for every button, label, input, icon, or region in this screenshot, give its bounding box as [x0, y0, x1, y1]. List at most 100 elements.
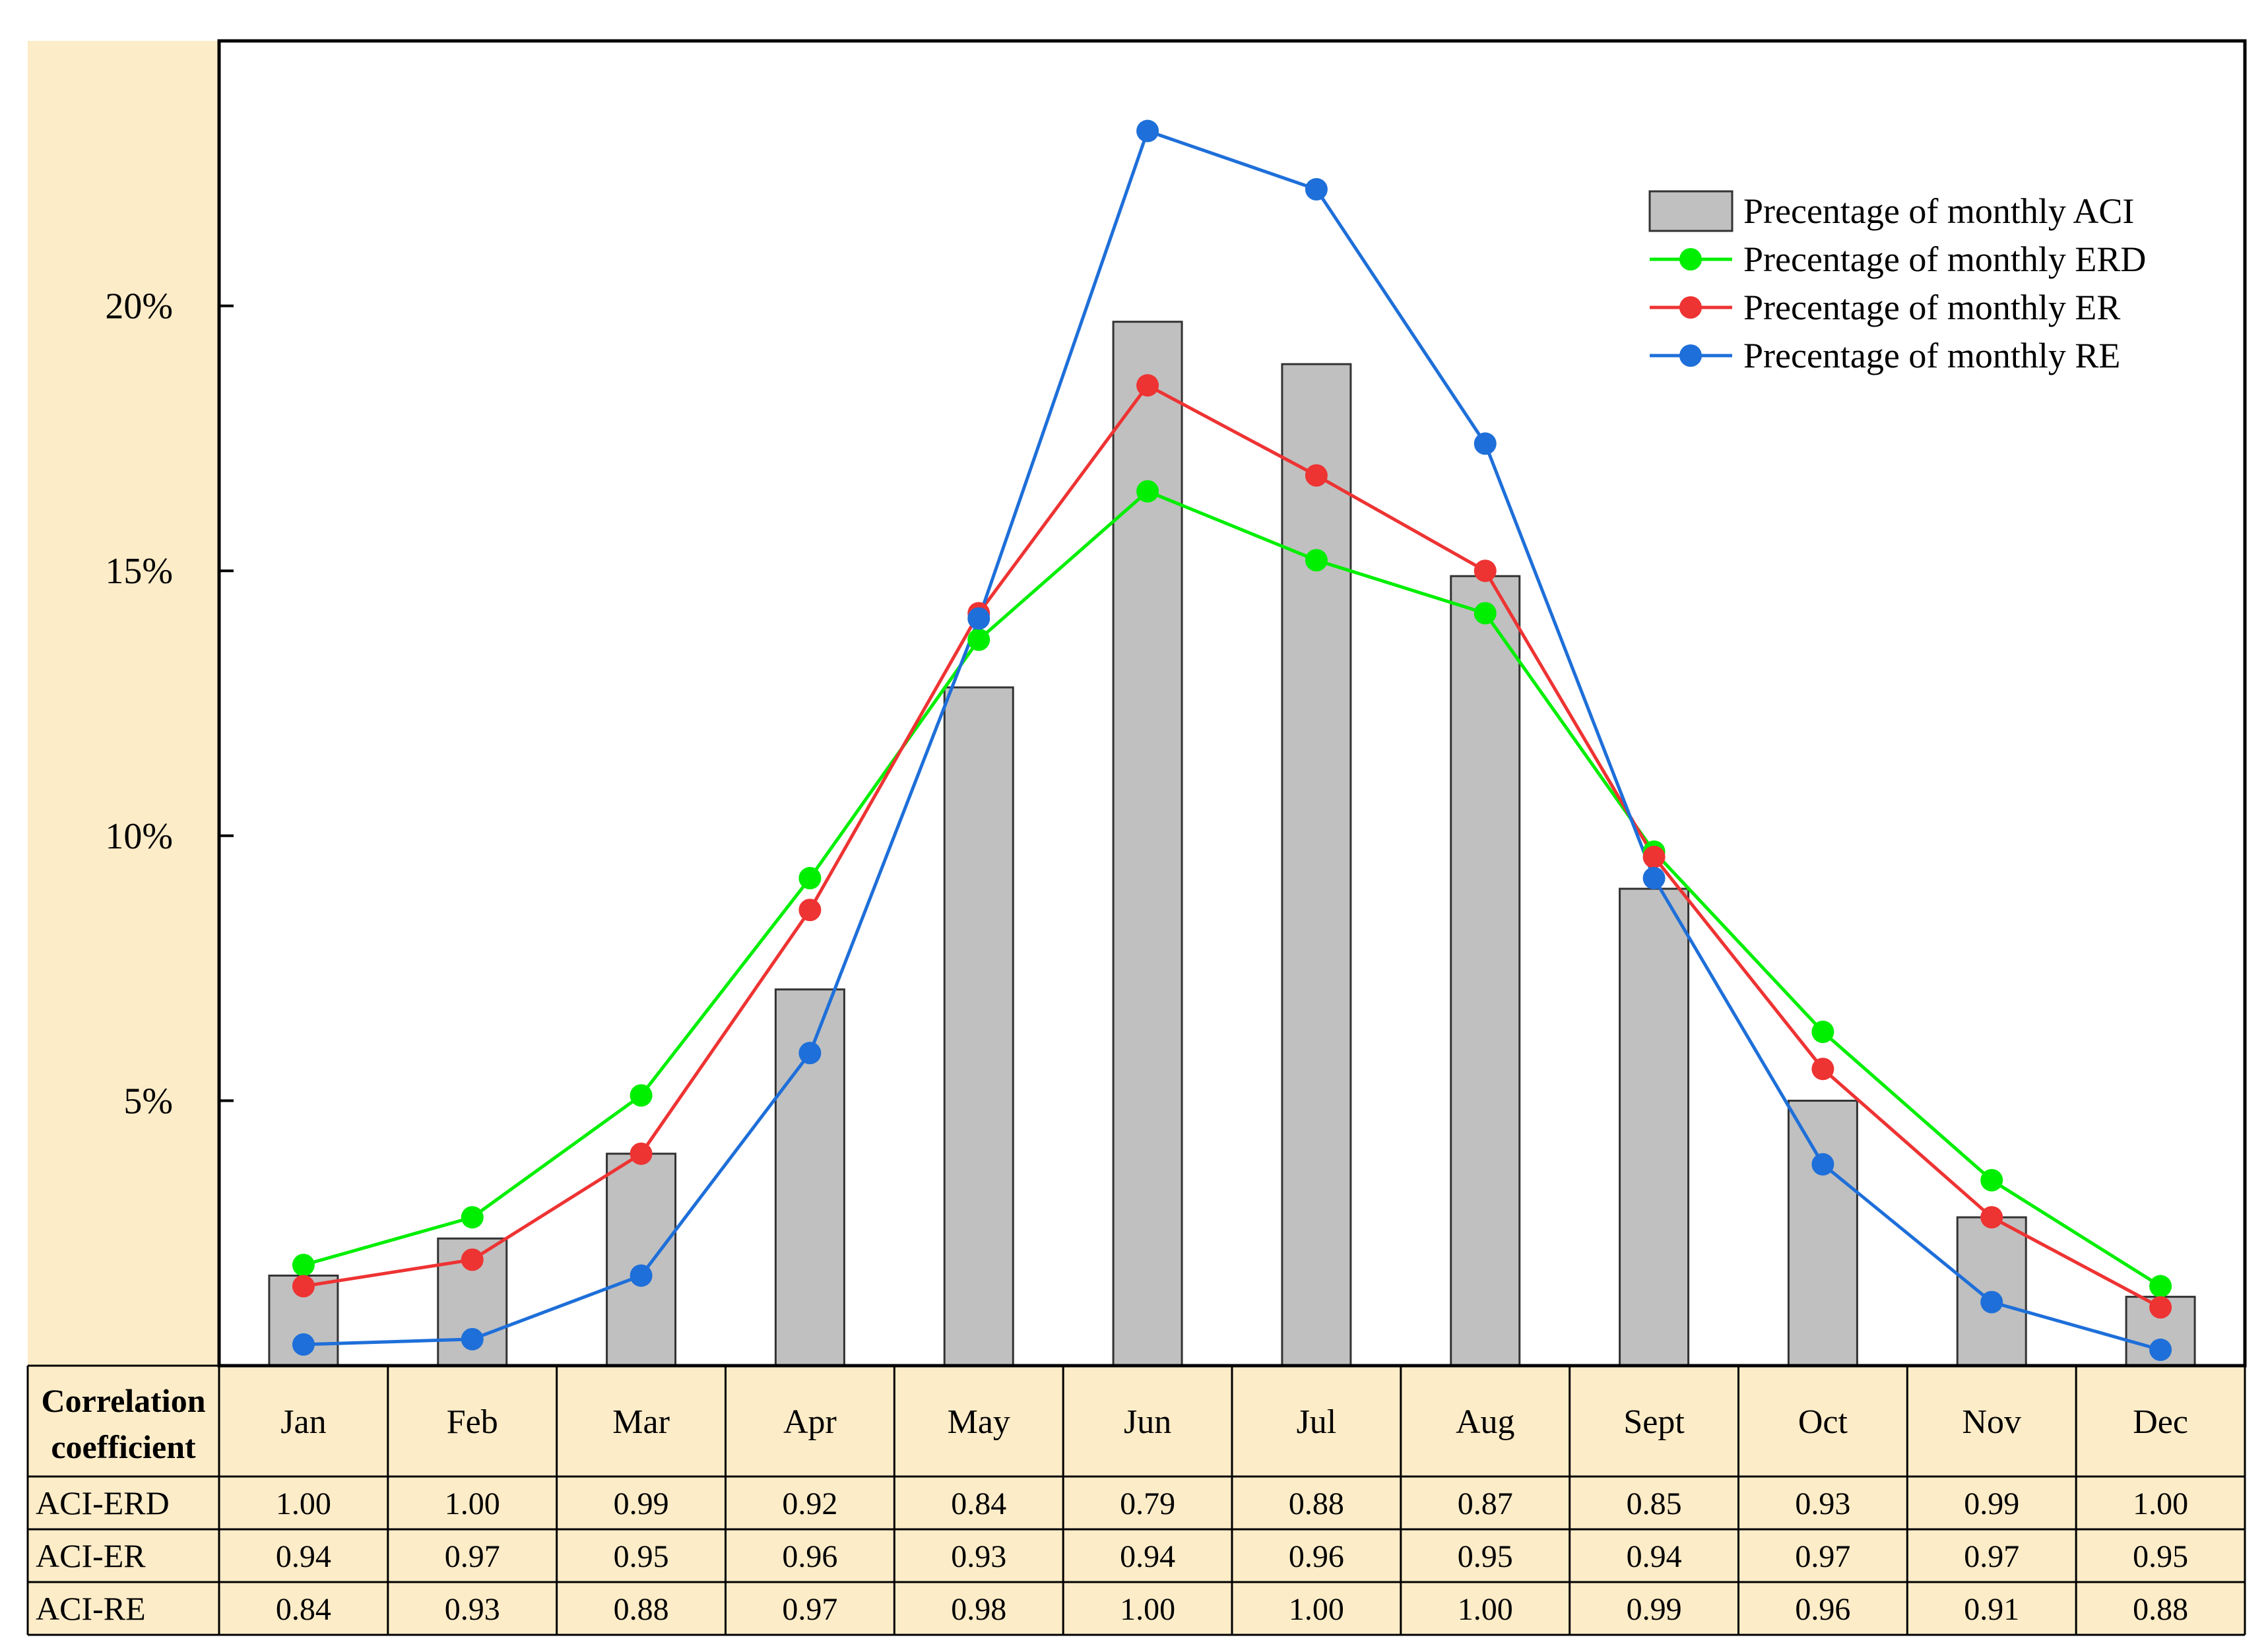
point-er-jul — [1305, 464, 1328, 487]
table-cell: 0.94 — [276, 1539, 331, 1574]
point-erd-jun — [1136, 480, 1159, 503]
table-cell: 0.94 — [1120, 1539, 1175, 1574]
line-re — [303, 129, 2161, 1352]
x-tick-label: May — [948, 1403, 1010, 1441]
table-cell: 0.97 — [1964, 1539, 2019, 1574]
legend-marker-er — [1679, 296, 1702, 319]
legend-label-aci: Precentage of monthly ACI — [1743, 191, 2134, 231]
table-corner-label-line2: coefficient — [51, 1428, 196, 1465]
table-cell: 1.00 — [1458, 1592, 1513, 1627]
legend-marker-erd — [1679, 248, 1702, 270]
table-cell: 0.79 — [1120, 1486, 1175, 1521]
bar-aci-jul — [1281, 363, 1352, 1367]
point-erd-jul — [1305, 549, 1328, 572]
point-re-apr — [798, 1042, 822, 1065]
table-background — [28, 1366, 2245, 1635]
table-cell: 1.00 — [276, 1486, 331, 1521]
point-erd-dec — [2149, 1275, 2172, 1298]
legend-label-er: Precentage of monthly ER — [1743, 288, 2120, 327]
table-cell: 0.88 — [2133, 1592, 2188, 1627]
series-lines — [303, 129, 2162, 1352]
table-cell: 0.95 — [614, 1539, 669, 1574]
table-cell: 0.97 — [782, 1592, 837, 1627]
table-cell: 0.98 — [951, 1592, 1006, 1627]
table-row-label: ACI-ERD — [36, 1484, 170, 1521]
table-cell: 0.97 — [445, 1539, 500, 1574]
x-tick-label: Sept — [1623, 1403, 1685, 1441]
series-points — [292, 119, 2172, 1361]
point-erd-jan — [292, 1254, 315, 1277]
table-corner-label-line1: Correlation — [41, 1382, 205, 1419]
table-cell: 0.91 — [1964, 1592, 2019, 1627]
point-re-jul — [1305, 177, 1328, 201]
bar-aci-aug — [1450, 575, 1521, 1367]
table-cell: 1.00 — [1120, 1592, 1175, 1627]
point-er-mar — [630, 1142, 653, 1165]
legend-label-re: Precentage of monthly RE — [1743, 336, 2120, 375]
table-cell: 0.93 — [445, 1592, 500, 1627]
x-tick-label: Apr — [783, 1403, 837, 1441]
point-er-dec — [2149, 1296, 2172, 1319]
point-erd-mar — [630, 1084, 653, 1107]
table-cell: 1.00 — [1289, 1592, 1344, 1627]
point-erd-oct — [1811, 1020, 1834, 1043]
point-re-nov — [1980, 1290, 2003, 1314]
table-cell: 0.96 — [1795, 1592, 1850, 1627]
x-tick-label: Jul — [1297, 1403, 1337, 1441]
table-cell: 0.84 — [951, 1486, 1006, 1521]
point-re-mar — [630, 1264, 653, 1287]
x-tick-label: Aug — [1456, 1403, 1515, 1441]
point-re-jan — [292, 1333, 315, 1356]
bar-aci-sept — [1619, 887, 1690, 1367]
point-erd-feb — [461, 1206, 484, 1229]
left-axis-panel — [28, 41, 219, 1366]
table-cell: 0.95 — [1458, 1539, 1513, 1574]
y-axis-ticks: 5% 10% 15% 20% — [105, 286, 234, 1122]
x-tick-label: Feb — [447, 1403, 498, 1441]
table-cell: 0.84 — [276, 1592, 331, 1627]
y-tick-label: 15% — [105, 551, 173, 592]
table-cell: 0.93 — [1795, 1486, 1850, 1521]
point-er-oct — [1811, 1058, 1834, 1081]
correlation-table: Correlation coefficient Jan Feb Mar Apr May Jun… — [26, 1364, 2246, 1636]
point-re-dec — [2149, 1338, 2172, 1361]
x-tick-label: Jun — [1124, 1403, 1171, 1441]
y-tick-label: 5% — [123, 1081, 173, 1122]
table-cell: 0.96 — [1289, 1539, 1344, 1574]
table-cell: 0.97 — [1795, 1539, 1850, 1574]
table-cell: 0.99 — [614, 1486, 669, 1521]
table-cell: 0.93 — [951, 1539, 1006, 1574]
x-tick-label: Oct — [1798, 1403, 1848, 1441]
point-er-apr — [798, 899, 822, 922]
point-er-jun — [1136, 374, 1159, 397]
point-erd-nov — [1980, 1168, 2003, 1191]
table-cell: 0.92 — [782, 1486, 837, 1521]
legend-marker-re — [1679, 344, 1702, 367]
point-erd-aug — [1474, 602, 1497, 625]
x-tick-label: Nov — [1962, 1403, 2021, 1441]
point-re-may — [967, 607, 990, 630]
table-cell: 0.85 — [1627, 1486, 1682, 1521]
legend: Precentage of monthly ACI Precentage of m… — [1648, 190, 2146, 375]
line-erd — [303, 489, 2162, 1288]
y-tick-label: 10% — [105, 816, 173, 857]
x-tick-label: Dec — [2133, 1403, 2188, 1441]
point-re-feb — [461, 1327, 484, 1350]
x-tick-label: Jan — [280, 1403, 326, 1441]
bar-aci-oct — [1787, 1099, 1858, 1367]
point-er-aug — [1474, 559, 1497, 583]
table-cell: 0.87 — [1458, 1486, 1513, 1521]
point-erd-apr — [798, 867, 822, 890]
point-re-oct — [1811, 1153, 1834, 1176]
bar-aci-jun — [1112, 321, 1183, 1367]
legend-swatch-aci — [1648, 190, 1733, 232]
x-tick-label: Mar — [612, 1403, 670, 1441]
point-erd-may — [967, 628, 990, 651]
table-cell: 1.00 — [2133, 1486, 2188, 1521]
table-cell: 0.99 — [1627, 1592, 1682, 1627]
bar-aci-mar — [606, 1153, 677, 1367]
table-cell: 0.94 — [1627, 1539, 1682, 1574]
table-cell: 0.88 — [1289, 1486, 1344, 1521]
point-er-feb — [461, 1248, 484, 1271]
